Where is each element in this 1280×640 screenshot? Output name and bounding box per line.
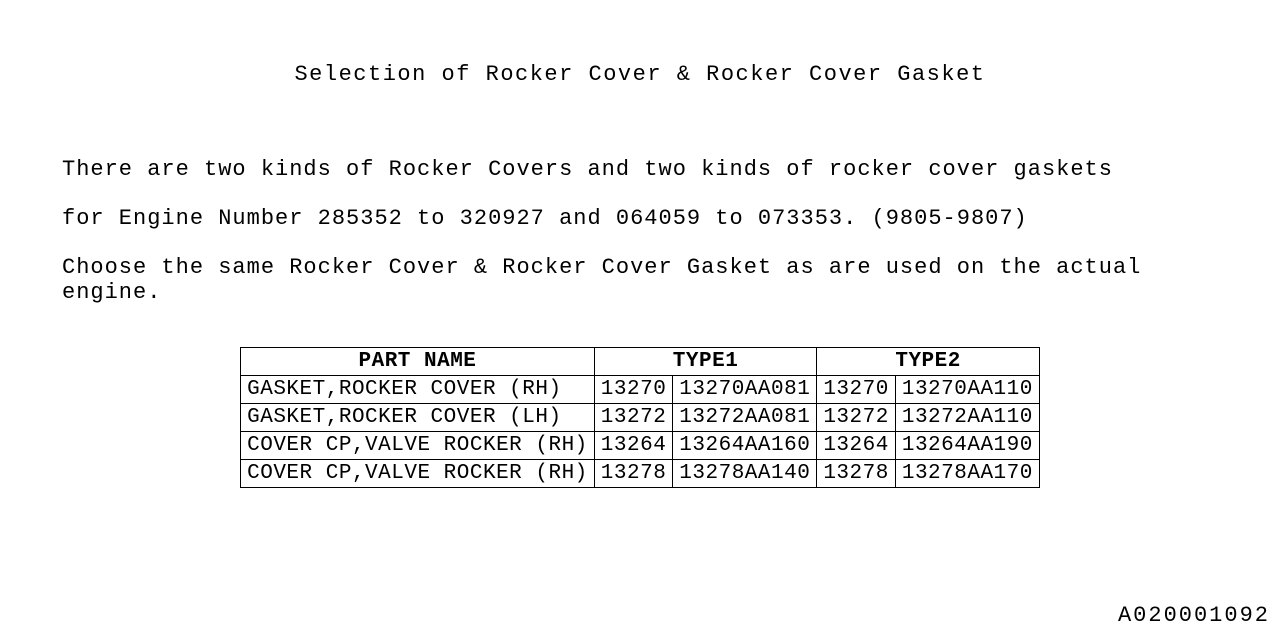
table-row: GASKET,ROCKER COVER (RH) 13270 13270AA08… — [241, 376, 1040, 404]
table-row: GASKET,ROCKER COVER (LH) 13272 13272AA08… — [241, 404, 1040, 432]
cell-type2-pn: 13264AA190 — [895, 432, 1039, 460]
intro-line-1: There are two kinds of Rocker Covers and… — [0, 97, 1280, 182]
cell-type1-pn: 13278AA140 — [673, 460, 817, 488]
cell-type1-pn: 13272AA081 — [673, 404, 817, 432]
cell-part-name: GASKET,ROCKER COVER (LH) — [241, 404, 595, 432]
col-header-type2: TYPE2 — [817, 348, 1040, 376]
parts-table: PART NAME TYPE1 TYPE2 GASKET,ROCKER COVE… — [240, 347, 1040, 488]
cell-type1-code: 13270 — [594, 376, 673, 404]
cell-type1-pn: 13270AA081 — [673, 376, 817, 404]
cell-type2-pn: 13270AA110 — [895, 376, 1039, 404]
cell-type2-code: 13264 — [817, 432, 896, 460]
col-header-part-name: PART NAME — [241, 348, 595, 376]
table-row: COVER CP,VALVE ROCKER (RH) 13264 13264AA… — [241, 432, 1040, 460]
cell-type1-pn: 13264AA160 — [673, 432, 817, 460]
table-header-row: PART NAME TYPE1 TYPE2 — [241, 348, 1040, 376]
page-title: Selection of Rocker Cover & Rocker Cover… — [0, 0, 1280, 97]
cell-type2-code: 13272 — [817, 404, 896, 432]
cell-type2-code: 13278 — [817, 460, 896, 488]
cell-type2-code: 13270 — [817, 376, 896, 404]
cell-type2-pn: 13278AA170 — [895, 460, 1039, 488]
table-row: COVER CP,VALVE ROCKER (RH) 13278 13278AA… — [241, 460, 1040, 488]
parts-table-container: PART NAME TYPE1 TYPE2 GASKET,ROCKER COVE… — [0, 305, 1280, 488]
cell-part-name: COVER CP,VALVE ROCKER (RH) — [241, 460, 595, 488]
document-id: A020001092 — [1118, 603, 1270, 628]
cell-type1-code: 13264 — [594, 432, 673, 460]
cell-type2-pn: 13272AA110 — [895, 404, 1039, 432]
intro-line-3: Choose the same Rocker Cover & Rocker Co… — [0, 231, 1280, 305]
col-header-type1: TYPE1 — [594, 348, 817, 376]
intro-line-2: for Engine Number 285352 to 320927 and 0… — [0, 182, 1280, 231]
cell-part-name: COVER CP,VALVE ROCKER (RH) — [241, 432, 595, 460]
cell-type1-code: 13278 — [594, 460, 673, 488]
cell-part-name: GASKET,ROCKER COVER (RH) — [241, 376, 595, 404]
cell-type1-code: 13272 — [594, 404, 673, 432]
